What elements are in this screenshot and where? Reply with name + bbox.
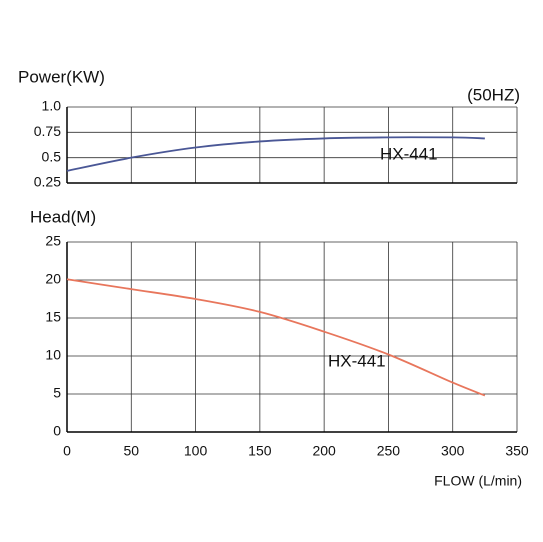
x-tick-label: 250 [377, 443, 401, 459]
data-line [66, 278, 486, 397]
x-tick-label: 100 [184, 443, 208, 459]
y-tick-label: 5 [53, 385, 61, 401]
x-axis-title: FLOW (L/min) [434, 473, 522, 489]
y-tick-label: 25 [45, 233, 61, 249]
x-tick-label: 150 [248, 443, 272, 459]
x-tick-label: 200 [312, 443, 336, 459]
x-tick-label: 0 [63, 443, 71, 459]
y-tick-label: 0.25 [34, 174, 61, 190]
y-axis-title: Power(KW) [18, 67, 105, 86]
data-line [66, 136, 485, 172]
y-tick-label: 0.75 [34, 123, 61, 139]
y-tick-label: 0.5 [42, 148, 62, 164]
y-tick-label: 20 [45, 271, 61, 287]
series-label: HX-441 [380, 144, 438, 163]
y-tick-label: 0 [53, 423, 61, 439]
series-label: HX-441 [328, 351, 386, 370]
y-tick-label: 15 [45, 309, 61, 325]
y-tick-label: 10 [45, 347, 61, 363]
annotation: (50HZ) [467, 85, 520, 104]
x-tick-label: 300 [441, 443, 465, 459]
y-tick-label: 1.0 [42, 98, 62, 114]
x-tick-label: 50 [123, 443, 139, 459]
y-axis-title: Head(M) [30, 207, 96, 226]
x-tick-label: 350 [505, 443, 529, 459]
